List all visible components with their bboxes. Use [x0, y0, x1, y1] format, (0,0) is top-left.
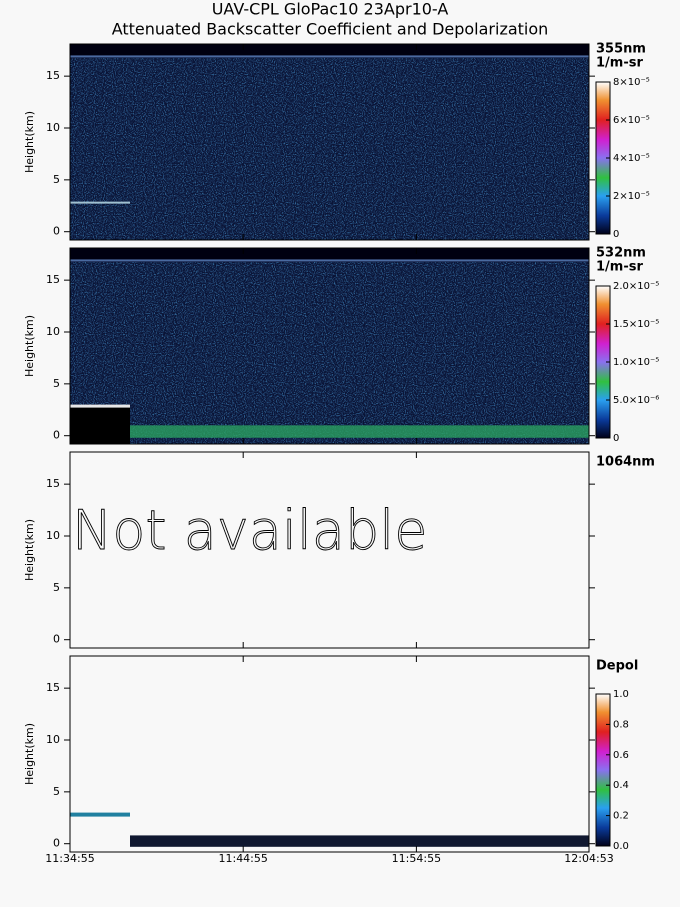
- depol-low: [130, 835, 589, 847]
- colorbar-tick-label: 0.2: [613, 811, 629, 822]
- colorbar-tick-label: 1.5×10⁻⁵: [613, 319, 659, 330]
- y-tick-label: 10: [46, 733, 60, 746]
- y-tick-label: 0: [53, 225, 60, 238]
- colorbar-tick-label: 2×10⁻⁵: [613, 191, 650, 202]
- colorbar-tick-label: 2.0×10⁻⁵: [613, 281, 659, 292]
- y-tick-label: 15: [46, 681, 60, 694]
- colorbar-tick-label: 1.0×10⁻⁵: [613, 357, 659, 368]
- plot-frame: [69, 43, 590, 241]
- colorbar-tick-label: 4×10⁻⁵: [613, 153, 650, 164]
- top-band: [70, 44, 589, 56]
- y-axis-label: Height(km): [23, 723, 36, 785]
- y-tick-label: 5: [53, 173, 60, 186]
- colorbar-tick-label: 5.0×10⁻⁶: [613, 395, 659, 406]
- depol-layer: [70, 812, 130, 817]
- low-layer: [130, 425, 589, 438]
- y-tick-label: 15: [46, 477, 60, 490]
- colorbar-tick-label: 8×10⁻⁵: [613, 77, 650, 88]
- x-tick-label: 12:04:53: [564, 852, 613, 865]
- layer: [70, 201, 130, 204]
- top-line: [70, 259, 589, 262]
- plot-frame: [69, 247, 590, 445]
- chart-title: UAV-CPL GloPac10 23Apr10-A: [212, 0, 449, 19]
- colorbar-tick-label: 0.0: [613, 841, 629, 852]
- plot-frame: [69, 451, 590, 649]
- colorbar-tick-label: 0: [613, 229, 619, 240]
- cloud: [70, 406, 130, 444]
- y-tick-label: 15: [46, 69, 60, 82]
- noise-texture: [70, 262, 589, 444]
- units-label: 1/m-sr: [596, 260, 643, 275]
- top-band: [70, 248, 589, 260]
- x-tick-label: 11:54:55: [392, 852, 441, 865]
- y-tick-label: 15: [46, 273, 60, 286]
- channel-label: 532nm: [596, 246, 646, 261]
- y-axis-label: Height(km): [23, 519, 36, 581]
- units-label: 1/m-sr: [596, 56, 643, 71]
- plot-frame: [69, 655, 590, 853]
- cloud-top: [70, 404, 130, 408]
- y-tick-label: 0: [53, 633, 60, 646]
- channel-label: 355nm: [596, 42, 646, 57]
- y-tick-label: 10: [46, 121, 60, 134]
- channel-label: Depol: [596, 659, 638, 674]
- y-tick-label: 0: [53, 837, 60, 850]
- colorbar-tick-label: 0.8: [613, 719, 629, 730]
- y-axis-label: Height(km): [23, 315, 36, 377]
- y-tick-label: 0: [53, 429, 60, 442]
- not-available: Not available: [72, 499, 428, 562]
- x-tick-label: 11:34:55: [45, 852, 94, 865]
- colorbar-tick-label: 1.0: [613, 689, 629, 700]
- colorbar: [595, 693, 611, 847]
- y-tick-label: 5: [53, 785, 60, 798]
- colorbar-tick-label: 0.4: [613, 780, 629, 791]
- y-tick-label: 10: [46, 325, 60, 338]
- colorbar-tick-label: 6×10⁻⁵: [613, 115, 650, 126]
- x-tick-label: 11:44:55: [218, 852, 267, 865]
- channel-label: 1064nm: [596, 455, 655, 470]
- noise-texture: [70, 58, 589, 240]
- top-line: [70, 55, 589, 58]
- y-tick-label: 5: [53, 377, 60, 390]
- colorbar-tick-label: 0: [613, 433, 619, 444]
- depol-background: [70, 656, 589, 852]
- y-tick-label: 10: [46, 529, 60, 542]
- chart-subtitle: Attenuated Backscatter Coefficient and D…: [112, 20, 549, 39]
- y-tick-label: 5: [53, 581, 60, 594]
- colorbar-tick-label: 0.6: [613, 750, 629, 761]
- y-axis-label: Height(km): [23, 111, 36, 173]
